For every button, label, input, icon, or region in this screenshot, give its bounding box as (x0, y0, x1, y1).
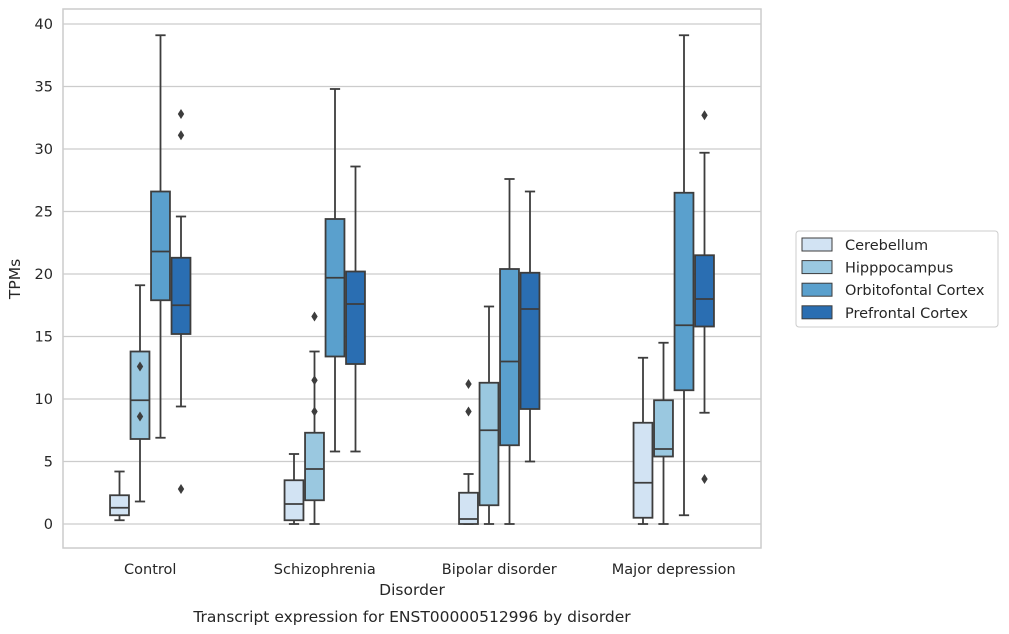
box-cerebellum (283, 453, 305, 525)
x-tick-label: Major depression (612, 562, 736, 578)
outlier-point (465, 379, 472, 389)
outlier-point (311, 406, 318, 417)
outlier-point (177, 484, 185, 494)
outlier-point (311, 375, 318, 386)
box-cerebellum (458, 379, 479, 525)
y-tick-label: 30 (35, 142, 53, 158)
legend-label: Prefrontal Cortex (845, 306, 968, 322)
y-tick-label: 5 (44, 455, 53, 471)
legend: Cerebellum Hipppocampus Orbitofontal Corte… (795, 230, 999, 328)
y-tick-label: 0 (44, 517, 53, 533)
box-hipppocampus (653, 341, 674, 525)
y-tick-label: 15 (35, 330, 53, 346)
box-iqr (673, 191, 695, 392)
y-tick-label: 35 (35, 80, 53, 96)
outlier-point (465, 406, 472, 417)
legend-label: Hipppocampus (845, 261, 953, 277)
box-orbitofontal-cortex (324, 88, 346, 453)
outlier-point (177, 130, 185, 141)
box-hipppocampus (129, 284, 151, 503)
box-iqr (129, 350, 151, 440)
box-iqr (324, 218, 346, 358)
y-tick-label: 20 (35, 267, 53, 283)
x-tick-label: Schizophrenia (274, 562, 376, 578)
legend-swatch (801, 305, 833, 320)
box-iqr (653, 399, 674, 458)
box-iqr (632, 421, 654, 519)
outlier-point (177, 109, 185, 119)
y-tick-label: 10 (35, 392, 53, 408)
legend-swatch (801, 237, 833, 252)
x-tick-labels: Control Schizophrenia Bipolar disorder Majo… (124, 562, 736, 578)
box-cerebellum (109, 470, 130, 522)
box-iqr (304, 431, 325, 502)
legend-label: Orbitofontal Cortex (845, 283, 985, 299)
plot-frame (62, 8, 762, 549)
box-orbitofontal-cortex (499, 178, 520, 525)
y-tick-label: 40 (35, 17, 53, 33)
box-orbitofontal-cortex (150, 34, 171, 439)
box-iqr (150, 190, 171, 302)
box-prefrontal-cortex (170, 109, 192, 494)
y-tick-labels: 0 5 10 15 20 25 30 35 40 (35, 17, 53, 533)
box-layer (109, 34, 715, 525)
outlier-point (701, 110, 708, 121)
outlier-point (311, 311, 318, 322)
x-tick-label: Control (124, 562, 176, 578)
box-iqr (694, 254, 715, 328)
x-axis-title: Disorder (379, 581, 445, 599)
box-cerebellum (632, 356, 654, 525)
box-iqr (458, 491, 479, 525)
outlier-point (136, 361, 144, 372)
box-prefrontal-cortex (694, 110, 715, 484)
box-prefrontal-cortex (519, 190, 541, 463)
legend-label: Cerebellum (845, 238, 928, 254)
legend-swatch (801, 282, 833, 297)
legend-swatch (801, 260, 833, 275)
outlier-point (701, 474, 708, 484)
box-iqr (283, 479, 305, 522)
box-iqr (478, 381, 500, 507)
box-prefrontal-cortex (345, 165, 366, 453)
outlier-point (136, 411, 144, 422)
chart-caption: Transcript expression for ENST0000051299… (192, 608, 631, 626)
y-tick-label: 25 (35, 205, 53, 221)
box-iqr (170, 256, 192, 335)
box-hipppocampus (304, 311, 325, 525)
box-iqr (499, 268, 520, 447)
y-axis-title: TPMs (6, 259, 24, 300)
box-iqr (519, 271, 541, 410)
box-iqr (109, 494, 130, 517)
box-iqr (345, 270, 366, 365)
box-hipppocampus (478, 305, 500, 525)
legend-frame (795, 230, 999, 328)
x-tick-label: Bipolar disorder (442, 562, 557, 578)
box-orbitofontal-cortex (673, 34, 695, 517)
